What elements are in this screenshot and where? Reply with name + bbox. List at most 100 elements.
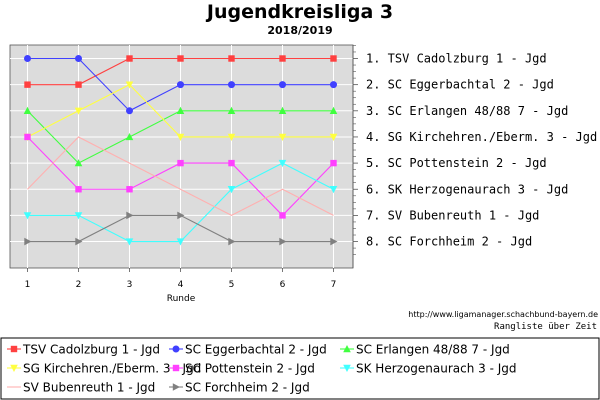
legend-item: SK Herzogenaurach 3 - Jgd [340, 362, 517, 376]
x-tick-label: 3 [127, 280, 133, 290]
data-point [126, 186, 133, 193]
data-point [329, 186, 338, 194]
data-point [330, 159, 337, 167]
data-point [227, 106, 236, 114]
data-point [330, 237, 338, 246]
plot-background [9, 44, 354, 269]
data-point [23, 212, 32, 220]
data-point [228, 81, 235, 89]
series-group [23, 106, 338, 167]
data-point [279, 212, 286, 219]
legend-label: SV Bubenreuth 1 - Jgd [23, 381, 155, 395]
data-point [278, 106, 287, 114]
data-point [176, 133, 185, 141]
series-group [24, 55, 337, 115]
legend-item: SC Eggerbachtal 2 - Jgd [169, 343, 327, 357]
data-point [10, 364, 18, 372]
data-point [172, 364, 180, 372]
x-tick-label: 4 [178, 280, 184, 290]
data-point [75, 81, 82, 88]
data-point [177, 159, 184, 167]
data-point [228, 237, 236, 246]
x-axis: 1 2 3 4 5 6 7 [25, 268, 337, 290]
data-point [74, 212, 83, 220]
rank-label: 4. SG Kirchehren./Eberm. 3 - Jgd [366, 130, 597, 144]
data-point [172, 345, 180, 353]
x-tick-label: 7 [331, 280, 337, 290]
x-axis-label: Runde [167, 294, 196, 304]
rank-label: 1. TSV Cadolzburg 1 - Jgd [366, 52, 547, 66]
legend-item: TSV Cadolzburg 1 - Jgd [7, 343, 160, 357]
legend-box [0, 337, 600, 400]
legend-item: SG Kirchehren./Eberm. 3 - Jgd [7, 362, 201, 376]
data-point [125, 81, 134, 89]
legend-label: SC Eggerbachtal 2 - Jgd [185, 343, 327, 357]
data-point [330, 55, 337, 62]
series-group [24, 55, 337, 88]
source-url[interactable]: http://www.ligamanager.schachbund-bayern… [408, 310, 598, 319]
legend-item: SV Bubenreuth 1 - Jgd [7, 381, 155, 395]
data-point [279, 81, 286, 89]
legend-label: SC Forchheim 2 - Jgd [185, 381, 310, 395]
rank-label: 3. SC Erlangen 48/88 7 - Jgd [366, 104, 568, 118]
legend-label: SG Kirchehren./Eberm. 3 - Jgd [23, 362, 201, 376]
rank-label: 8. SC Forchheim 2 - Jgd [366, 235, 532, 249]
data-point [343, 364, 351, 372]
data-point [278, 133, 287, 141]
rank-label: 7. SV Bubenreuth 1 - Jgd [366, 208, 539, 222]
data-point [279, 55, 286, 62]
data-point [227, 133, 236, 141]
data-point [172, 383, 180, 391]
data-point [227, 186, 236, 194]
series-group [24, 211, 338, 246]
data-point [279, 237, 287, 246]
data-point [10, 345, 18, 353]
x-tick-label: 1 [25, 280, 31, 290]
data-point [228, 159, 235, 167]
legend-item: SC Erlangen 48/88 7 - Jgd [340, 343, 510, 357]
legend-item: SC Forchheim 2 - Jgd [169, 381, 310, 395]
data-point [75, 55, 82, 62]
data-point [176, 106, 185, 114]
rank-labels: 1. TSV Cadolzburg 1 - Jgd 2. SC Eggerbach… [366, 52, 597, 249]
data-point [343, 345, 351, 353]
data-point [24, 55, 31, 62]
footnote: Rangliste über Zeit [494, 322, 597, 332]
x-tick-label: 6 [280, 280, 286, 290]
series-group [24, 133, 337, 219]
data-point [177, 81, 184, 89]
data-point [125, 132, 134, 141]
data-point [24, 81, 31, 88]
legend: TSV Cadolzburg 1 - Jgd SC Eggerbachtal 2 … [0, 337, 600, 400]
data-point [74, 107, 83, 115]
data-point [24, 133, 31, 141]
data-point [23, 106, 32, 114]
legend-label: SK Herzogenaurach 3 - Jgd [356, 362, 517, 376]
series-group [27, 136, 334, 217]
data-point [74, 159, 83, 167]
chart-subtitle: 2018/2019 [267, 24, 333, 37]
legend-label: TSV Cadolzburg 1 - Jgd [22, 343, 160, 357]
data-point [75, 186, 82, 193]
x-tick-label: 5 [229, 280, 235, 290]
rank-label: 6. SK Herzogenaurach 3 - Jgd [366, 182, 568, 196]
series-layer [23, 55, 338, 246]
data-point [329, 133, 338, 141]
data-point [177, 55, 184, 62]
data-point [228, 55, 235, 62]
data-point [176, 238, 185, 246]
legend-item: SC Pottenstein 2 - Jgd [169, 362, 315, 376]
legend-label: SC Erlangen 48/88 7 - Jgd [356, 343, 510, 357]
data-point [330, 81, 337, 89]
series-group [23, 81, 338, 141]
y-axis-right [352, 45, 358, 268]
data-point [125, 238, 134, 246]
data-point [75, 237, 83, 246]
x-tick-label: 2 [76, 280, 82, 290]
data-point [329, 106, 338, 114]
rank-label: 5. SC Pottenstein 2 - Jgd [366, 156, 547, 170]
series-group [23, 159, 338, 246]
data-point [126, 211, 134, 220]
data-point [177, 211, 185, 220]
